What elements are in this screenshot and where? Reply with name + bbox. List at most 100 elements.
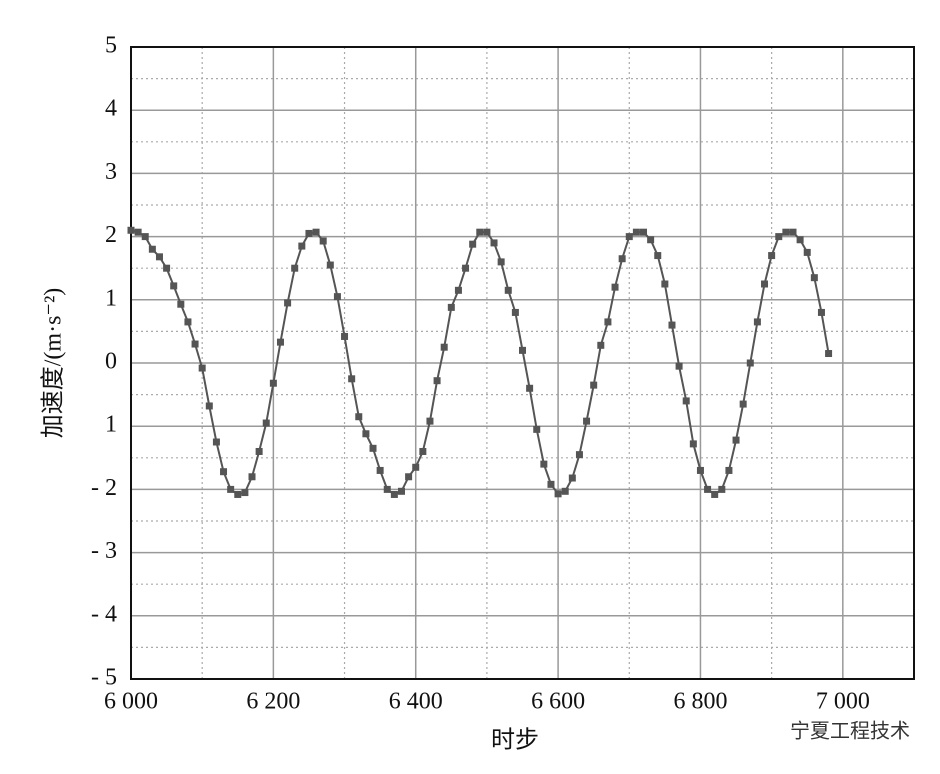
x-tick-label: 6 400 <box>389 689 443 715</box>
data-point <box>547 480 555 488</box>
data-point <box>170 282 178 290</box>
data-point <box>390 490 398 498</box>
data-point <box>362 430 370 438</box>
data-point <box>647 236 655 244</box>
data-point <box>825 350 833 358</box>
data-point <box>476 228 484 236</box>
data-point <box>155 253 163 261</box>
data-point <box>511 308 519 316</box>
data-point <box>426 417 434 425</box>
y-tick-label: - 4 <box>91 601 117 627</box>
plot-frame <box>130 46 915 680</box>
data-point <box>711 490 719 498</box>
y-tick-label: 1 <box>105 412 117 438</box>
watermark: 宁夏工程技术 <box>790 719 910 743</box>
data-point <box>383 485 391 493</box>
data-point <box>497 258 505 266</box>
data-point <box>682 397 690 405</box>
data-point <box>575 451 583 459</box>
y-tick-label: 0 <box>105 349 117 375</box>
data-point <box>661 280 669 288</box>
data-point <box>654 252 662 260</box>
y-tick-label: 5 <box>105 33 117 59</box>
data-point <box>526 384 534 392</box>
data-point <box>333 293 341 301</box>
x-axis-title: 时步 <box>491 727 539 754</box>
data-point <box>163 264 171 272</box>
y-tick-label: - 2 <box>91 475 117 501</box>
x-tick-label: 6 200 <box>246 689 300 715</box>
data-point <box>775 233 783 241</box>
x-tick-label: 6 800 <box>673 689 727 715</box>
data-point <box>127 226 135 234</box>
data-point <box>184 318 192 326</box>
data-point <box>810 274 818 282</box>
data-point <box>611 283 619 291</box>
data-point <box>198 364 206 372</box>
data-point <box>803 248 811 256</box>
data-point <box>341 332 349 340</box>
data-point <box>732 436 740 444</box>
data-point <box>761 280 769 288</box>
data-point <box>718 485 726 493</box>
y-tick-label: - 3 <box>91 538 117 564</box>
data-point <box>618 255 626 263</box>
data-point <box>604 318 612 326</box>
data-point <box>177 300 185 308</box>
data-point <box>348 375 356 383</box>
data-point <box>220 468 228 476</box>
data-point <box>447 303 455 311</box>
data-point <box>568 474 576 482</box>
data-point <box>725 466 733 474</box>
data-point <box>298 242 306 250</box>
data-point <box>625 233 633 241</box>
y-axis-title: 加速度/(m·s⁻²) <box>40 288 67 439</box>
data-point <box>632 228 640 236</box>
data-point <box>227 485 235 493</box>
y-tick-label: - 5 <box>91 665 117 691</box>
data-point <box>561 487 569 495</box>
data-point <box>255 447 263 455</box>
data-point <box>262 419 270 427</box>
data-point <box>355 413 363 421</box>
data-point <box>782 228 790 236</box>
data-point <box>640 228 648 236</box>
data-point <box>462 264 470 272</box>
data-point <box>689 440 697 448</box>
data-point <box>397 487 405 495</box>
data-point <box>241 489 249 497</box>
data-point <box>490 239 498 247</box>
data-point <box>454 286 462 294</box>
x-tick-label: 6 600 <box>531 689 585 715</box>
data-point <box>412 463 420 471</box>
data-point <box>440 343 448 351</box>
data-point <box>675 362 683 370</box>
data-point <box>768 252 776 260</box>
data-point <box>519 346 526 354</box>
data-point <box>469 240 477 248</box>
y-tick-label: 2 <box>105 222 117 248</box>
data-point <box>319 237 327 245</box>
data-point <box>276 338 284 346</box>
y-tick-label: 4 <box>105 96 117 122</box>
data-point <box>483 228 491 236</box>
data-point <box>433 377 441 385</box>
data-point <box>696 466 704 474</box>
data-point <box>405 473 413 481</box>
data-point <box>205 402 213 410</box>
data-point <box>369 444 377 452</box>
data-point <box>248 473 256 481</box>
data-point <box>533 425 541 433</box>
data-point <box>817 308 825 316</box>
data-point <box>796 236 804 244</box>
data-point <box>284 299 292 307</box>
data-point <box>504 286 512 294</box>
data-point <box>554 490 562 498</box>
data-point <box>376 466 384 474</box>
data-point <box>312 228 320 236</box>
data-point <box>419 447 427 455</box>
x-tick-label: 7 000 <box>816 689 870 715</box>
data-point <box>234 490 242 498</box>
data-point <box>746 359 754 367</box>
